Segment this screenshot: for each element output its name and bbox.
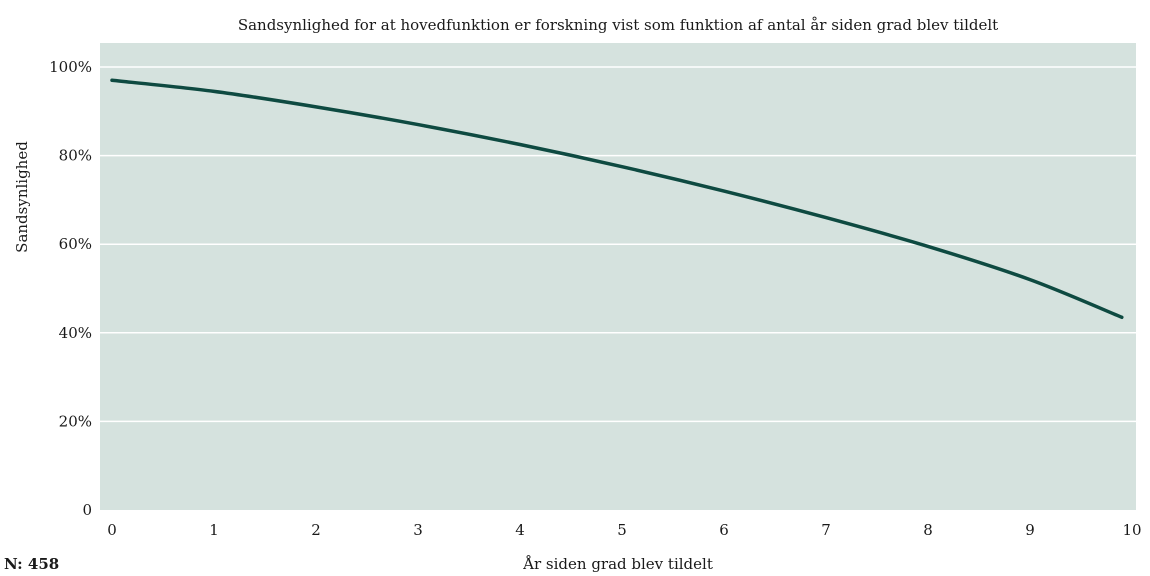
x-tick-label: 6 xyxy=(719,521,729,539)
chart-title: Sandsynlighed for at hovedfunktion er fo… xyxy=(237,16,999,34)
y-tick-label: 0 xyxy=(82,501,92,519)
x-tick-label: 0 xyxy=(107,521,117,539)
x-tick-label: 5 xyxy=(617,521,627,539)
x-tick-label: 10 xyxy=(1122,521,1141,539)
x-axis-label: År siden grad blev tildelt xyxy=(523,555,713,573)
x-tick-label: 1 xyxy=(209,521,219,539)
x-tick-label: 2 xyxy=(311,521,321,539)
sample-size-label: N: 458 xyxy=(4,555,60,573)
x-tick-label: 9 xyxy=(1025,521,1035,539)
y-tick-label: 40% xyxy=(59,324,92,342)
series-line xyxy=(110,78,1124,320)
x-tick-label: 7 xyxy=(821,521,831,539)
x-tick-label: 3 xyxy=(413,521,423,539)
x-tick-label: 4 xyxy=(515,521,525,539)
plot-area xyxy=(100,43,1136,510)
y-tick-label: 100% xyxy=(49,58,92,76)
y-tick-label: 60% xyxy=(59,235,92,253)
y-tick-label: 20% xyxy=(59,412,92,430)
y-tick-label: 80% xyxy=(59,147,92,165)
x-tick-label: 8 xyxy=(923,521,933,539)
